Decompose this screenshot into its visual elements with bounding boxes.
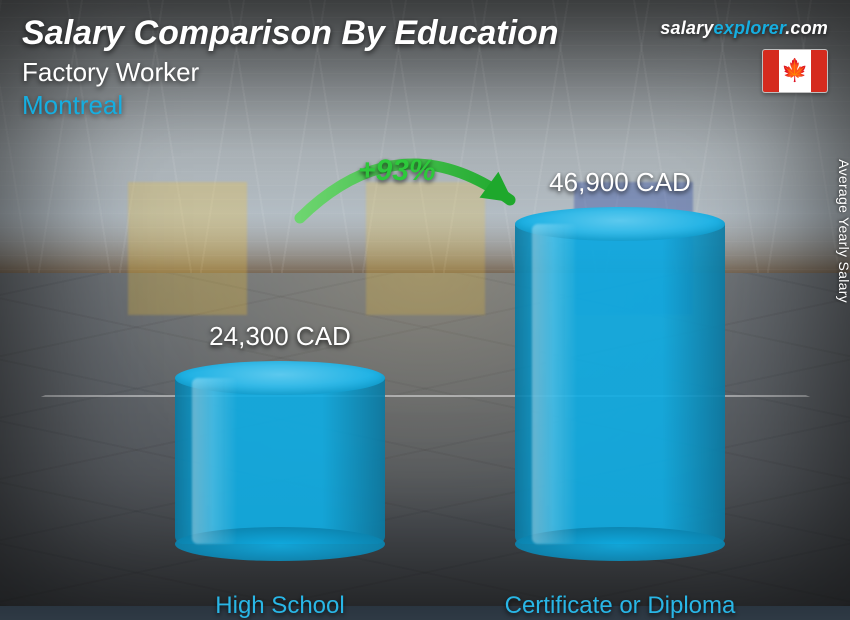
bar-value-label: 24,300 CAD [209, 321, 351, 352]
bar-value-label: 46,900 CAD [549, 167, 691, 198]
bar-shine [532, 224, 578, 544]
brand-prefix: salary [660, 18, 713, 38]
brand-logo-text: salaryexplorer.com [660, 18, 828, 39]
subtitle-city: Montreal [22, 90, 828, 121]
x-label-1: Certificate or Diploma [490, 592, 750, 620]
brand-block: salaryexplorer.com 🍁 [660, 18, 828, 93]
bar-high-school: 24,300 CAD [150, 378, 410, 544]
bar-3d [515, 224, 725, 544]
flag-canada: 🍁 [762, 49, 828, 93]
brand-suffix: explorer [714, 18, 786, 38]
bar-3d [175, 378, 385, 544]
bar-certificate-diploma: 46,900 CAD [490, 224, 750, 544]
bars-container: 24,300 CAD 46,900 CAD [0, 120, 850, 544]
brand-tld: .com [785, 18, 828, 38]
x-label-0: High School [150, 592, 410, 620]
chart-area: +93% 24,300 CAD 46,900 CAD High School [0, 120, 850, 606]
bar-shine [192, 378, 238, 544]
maple-leaf-icon: 🍁 [781, 60, 808, 82]
